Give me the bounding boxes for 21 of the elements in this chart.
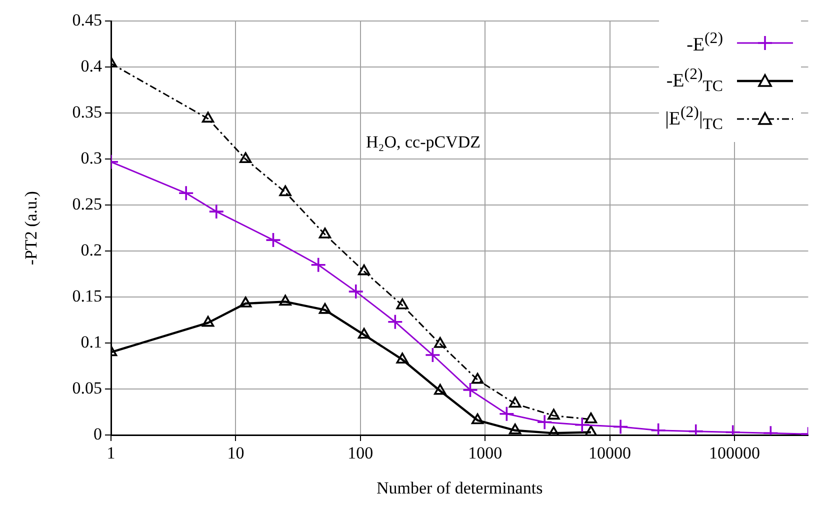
x-tick-label: 10 bbox=[227, 444, 244, 463]
x-tick-label: 10000 bbox=[588, 444, 632, 463]
y-tick-label: 0.1 bbox=[80, 332, 102, 352]
x-axis-title: Number of determinants bbox=[376, 478, 543, 498]
y-tick-label: 0.05 bbox=[72, 378, 102, 398]
x-tick-label: 1000 bbox=[468, 444, 502, 463]
y-tick-label: 0.4 bbox=[80, 56, 102, 76]
annotation: H₂O, cc-pCVDZ bbox=[366, 132, 481, 152]
legend-label: -E$^{(2)}$ bbox=[686, 30, 723, 56]
y-tick-label: 0 bbox=[94, 424, 102, 444]
x-tick-label: 100000 bbox=[708, 444, 760, 463]
y-tick-label: 0.35 bbox=[72, 102, 102, 122]
x-tick-label: 1 bbox=[106, 444, 116, 463]
y-tick-label: 0.15 bbox=[72, 286, 102, 306]
x-tick-label: 100 bbox=[348, 444, 374, 463]
y-tick-label: 0.2 bbox=[80, 240, 102, 260]
y-tick-label: 0.45 bbox=[72, 10, 102, 30]
y-tick-label: 0.3 bbox=[80, 148, 102, 168]
y-axis-title: -PT2 (a.u.) bbox=[22, 191, 41, 266]
y-tick-label: 0.25 bbox=[72, 194, 102, 214]
legend-label: |E$^{(2)}$|$_{TC}$ bbox=[665, 104, 723, 134]
